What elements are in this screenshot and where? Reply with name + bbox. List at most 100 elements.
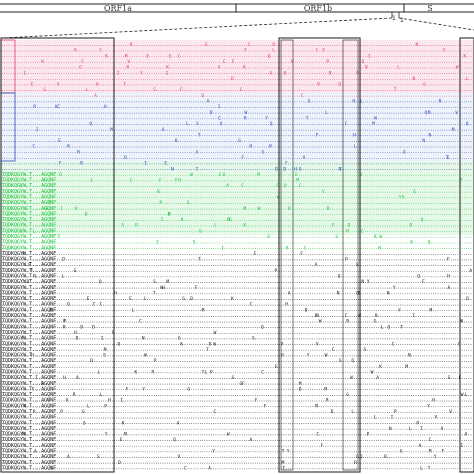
variant-residue: I — [368, 53, 371, 59]
variant-residue: K — [175, 138, 178, 144]
variant-residue: I — [461, 443, 464, 449]
variant-residue: C — [139, 319, 142, 325]
variant-residue: E — [87, 296, 90, 302]
variant-residue: P — [60, 409, 63, 415]
variant-residue: K — [180, 341, 183, 347]
variant-residue: W — [227, 432, 230, 438]
variant-residue: Y — [212, 449, 215, 455]
variant-residue: R — [354, 460, 357, 466]
variant-residue: R — [326, 398, 329, 404]
variant-residue: M — [315, 403, 318, 409]
variant-residue: R — [375, 313, 378, 319]
variant-residue: S — [103, 353, 106, 359]
variant-residue: G — [356, 454, 359, 460]
variant-residue: R — [80, 161, 83, 167]
blue-group-band — [0, 93, 474, 161]
variant-residue: P — [33, 409, 36, 415]
variant-residue: P — [135, 223, 138, 229]
variant-residue: T — [394, 87, 397, 93]
variant-residue: N — [337, 290, 340, 296]
variant-residue: K — [379, 364, 382, 370]
variant-residue: R — [77, 149, 80, 155]
variant-residue: F — [244, 48, 247, 54]
variant-residue: T — [282, 449, 285, 455]
variant-residue: E — [164, 161, 167, 167]
row-prefix: TQDKQGYW.T...AGQNF — [2, 375, 56, 381]
zoom-guides — [1, 17, 474, 39]
variant-residue: Q — [268, 53, 271, 59]
variant-residue: P — [112, 330, 115, 336]
row-prefix: TQDKQGYW.T...AGQNF — [2, 358, 56, 364]
variant-residue: L — [100, 392, 103, 398]
variant-residue: Y — [427, 403, 430, 409]
variant-residue: D — [85, 211, 88, 217]
variant-residue: Q — [67, 302, 70, 308]
variant-residue: S — [335, 234, 338, 240]
variant-residue: G — [240, 381, 243, 387]
variant-residue: D — [80, 324, 83, 330]
variant-residue: Y — [339, 166, 342, 172]
variant-residue: Q — [466, 121, 469, 127]
variant-residue: D — [348, 223, 351, 229]
variant-residue: D — [410, 223, 413, 229]
variant-residue: W — [269, 144, 272, 150]
row-prefix: TQDKQGYW.T...AGQNF — [2, 353, 56, 359]
variant-residue: F — [422, 279, 425, 285]
variant-residue: C — [304, 245, 307, 251]
variant-residue: G — [400, 449, 403, 455]
variant-residue: A — [270, 70, 273, 76]
variant-residue: V — [441, 426, 444, 432]
row-prefix: TQDKQGYW.T...AGQNF — [2, 200, 56, 206]
variant-residue: I — [221, 245, 224, 251]
variant-residue: Q — [173, 437, 176, 443]
variant-residue: K — [243, 65, 246, 71]
row-prefix: TQDKQGYW.T...AGQNF — [2, 341, 56, 347]
row-prefix: TQDKQGYW.T...AGQNF — [2, 432, 56, 438]
variant-residue: P — [394, 409, 397, 415]
variant-residue: T — [35, 375, 38, 381]
variant-residue: G — [346, 392, 349, 398]
variant-residue: R — [329, 70, 332, 76]
variant-residue: V — [449, 409, 452, 415]
variant-residue: A — [288, 290, 291, 296]
variant-residue: W — [144, 353, 147, 359]
row-prefix: TQDKQGYW.T...AGQNF — [2, 364, 56, 370]
variant-residue: F — [232, 59, 235, 65]
row-prefix: TQDKQGYW.T...AGQNF — [2, 290, 56, 296]
variant-residue: D — [50, 307, 53, 313]
variant-residue: M — [429, 449, 432, 455]
variant-residue: W — [371, 370, 374, 376]
variant-residue: I — [412, 313, 415, 319]
variant-residue: T — [306, 116, 309, 122]
variant-residue: Y — [58, 234, 61, 240]
variant-residue: C — [218, 116, 221, 122]
variant-residue: W — [359, 172, 362, 178]
variant-residue: K — [67, 144, 70, 150]
variant-residue: F — [264, 403, 267, 409]
variant-residue: H — [75, 206, 78, 212]
variant-residue: P — [159, 200, 162, 206]
variant-residue: L — [205, 370, 208, 376]
variant-residue: P — [63, 319, 66, 325]
variant-residue: C — [57, 104, 60, 110]
variant-residue: F — [447, 257, 450, 263]
variant-residue: F — [81, 59, 84, 65]
row-prefix: TQDKQGYW.T...AGQNF — [2, 370, 56, 376]
variant-residue: L — [87, 403, 90, 409]
variant-residue: G — [262, 149, 265, 155]
variant-residue: L — [20, 228, 23, 234]
variant-residue: K — [374, 234, 377, 240]
variant-residue: P — [210, 370, 213, 376]
variant-residue: F — [64, 319, 67, 325]
variant-residue: D — [466, 296, 469, 302]
variant-residue: L — [325, 110, 328, 116]
variant-residue: W — [325, 353, 328, 359]
variant-residue: G — [308, 99, 311, 105]
variant-residue: C — [429, 437, 432, 443]
variant-residue: P — [275, 268, 278, 274]
variant-residue: K — [122, 420, 125, 426]
variant-residue: F — [316, 132, 319, 138]
variant-residue: Q — [99, 279, 102, 285]
variant-residue: H — [104, 104, 107, 110]
variant-residue: W — [160, 285, 163, 291]
